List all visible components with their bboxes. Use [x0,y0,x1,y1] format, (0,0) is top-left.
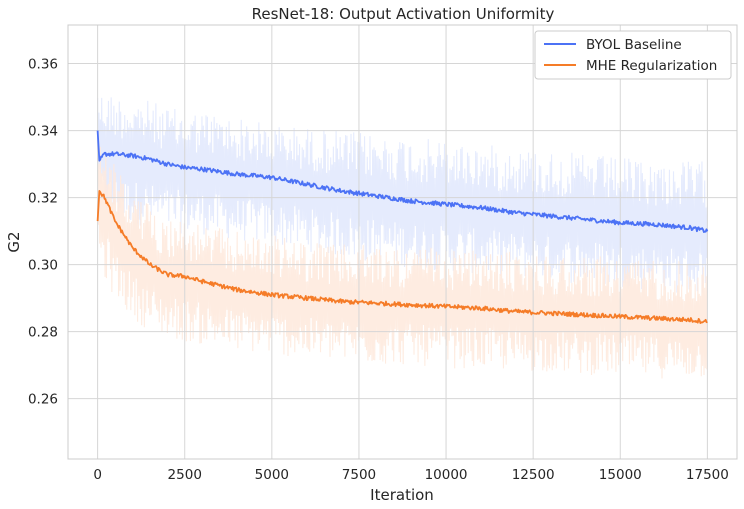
x-tick-label: 0 [93,467,102,483]
x-tick-label: 15000 [599,467,642,483]
series-line-mhe [96,189,708,324]
x-axis-label: Iteration [370,486,434,504]
x-tick-label: 17500 [686,467,729,483]
y-tick-label: 0.30 [28,258,58,274]
y-tick-label: 0.28 [28,325,58,341]
x-tick-label: 7500 [342,467,376,483]
legend-label-mhe: MHE Regularization [586,58,717,74]
y-tick-label: 0.32 [28,191,58,207]
y-axis-label: G2 [5,231,23,252]
plot-frame [67,24,738,460]
y-tick-label: 0.36 [28,57,58,73]
y-ticks: 0.26 0.28 0.30 0.32 0.34 0.36 [28,57,58,408]
raw-bands [97,97,708,379]
x-tick-label: 5000 [255,467,289,483]
smoothed-lines [96,130,709,324]
legend-label-byol: BYOL Baseline [586,37,682,53]
x-tick-label: 2500 [168,467,202,483]
raw-trace-byol [97,97,708,293]
x-tick-label: 12500 [512,467,555,483]
legend: BYOL Baseline MHE Regularization [534,30,732,80]
legend-box [534,30,732,80]
y-tick-label: 0.26 [28,392,58,408]
x-tick-label: 10000 [425,467,468,483]
raw-trace-mhe [97,146,708,379]
chart-title: ResNet-18: Output Activation Uniformity [252,5,555,23]
x-ticks: 0 2500 5000 7500 10000 12500 15000 17500 [93,467,729,483]
y-tick-label: 0.34 [28,124,58,140]
series-line-byol [96,130,709,233]
